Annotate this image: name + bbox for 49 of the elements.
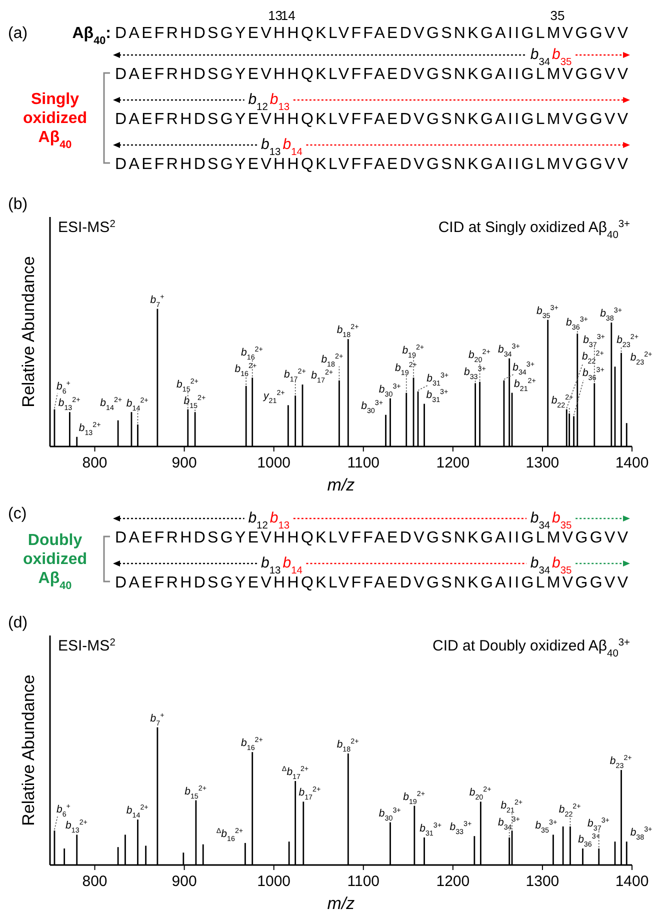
text: DAEFRHDSGYEVHHQKLVFFAEDVGSNKGAIIGLMVGGVV	[115, 530, 628, 546]
x-axis-title: m/z	[327, 476, 356, 494]
text: (c)	[8, 506, 27, 522]
x-tick-label: 1400	[615, 873, 649, 890]
text: (a)	[8, 25, 28, 42]
x-tick-label: 1300	[526, 873, 560, 890]
x-tick-label: 1100	[347, 873, 380, 890]
text: (d)	[8, 614, 28, 632]
y-axis-title: Relative Abundance	[19, 674, 38, 826]
text: 14	[280, 8, 296, 23]
x-tick-label: 1200	[436, 454, 470, 472]
x-tick-label: 800	[82, 873, 108, 890]
x-tick-label: 900	[172, 454, 197, 472]
text: DAEFRHDSGYEVHHQKLVFFAEDVGSNKGAIIGLMVGGVV	[115, 111, 628, 128]
text: b$_{12}$	[248, 510, 268, 531]
text: ESI-MS$^{2}$	[58, 218, 116, 236]
text: b$_{35}$	[552, 554, 572, 576]
text: Aβ$_{40}$: DAEFRHDSGYEVHHQKLVFFAEDVGSNKGAIIGLMVGGVV	[72, 25, 628, 47]
text: DAEFRHDSGYEVHHQKLVFFAEDVGSNKGAIIGLMVGGVV	[115, 156, 628, 173]
x-tick-label: 1300	[526, 454, 560, 472]
text: DAEFRHDSGYEVHHQKLVFFAEDVGSNKGAIIGLMVGGVV	[115, 66, 628, 83]
text: b$_{35}$	[552, 46, 572, 68]
text: b$_{13}$	[261, 554, 282, 576]
x-tick-label: 1100	[347, 454, 380, 472]
text: Doubly oxidized Aβ$_{40}$	[22, 532, 88, 592]
text: b$_{13}$	[261, 136, 282, 158]
text: b$_{12}$	[248, 91, 268, 112]
x-tick-label: 800	[82, 454, 108, 472]
text: 35	[550, 8, 565, 23]
text: b$_{34}$	[530, 510, 550, 531]
text: (b)	[8, 196, 28, 213]
text: Singly oxidized Aβ$_{40}$	[22, 91, 88, 151]
x-tick-label: 1000	[257, 873, 291, 890]
y-axis-title: Relative Abundance	[19, 256, 38, 408]
x-tick-label: 1400	[615, 454, 649, 472]
text: b$_{13}$	[270, 510, 290, 531]
x-tick-label: 1000	[257, 454, 291, 472]
text: b$_{34}$	[530, 554, 550, 576]
text: b$_{35}$	[552, 510, 572, 531]
x-tick-label: 1200	[436, 873, 470, 890]
text: DAEFRHDSGYEVHHQKLVFFAEDVGSNKGAIIGLMVGGVV	[115, 574, 628, 592]
text: b$_{13}$	[270, 91, 290, 112]
x-axis-title: m/z	[327, 894, 356, 913]
text: b$_{14}$	[282, 554, 303, 576]
text: 13	[268, 8, 283, 23]
text: b$_{14}$	[282, 136, 303, 158]
text: ESI-MS$^{2}$	[58, 637, 116, 654]
text: b$_{34}$	[530, 46, 550, 68]
x-tick-label: 900	[172, 873, 197, 890]
